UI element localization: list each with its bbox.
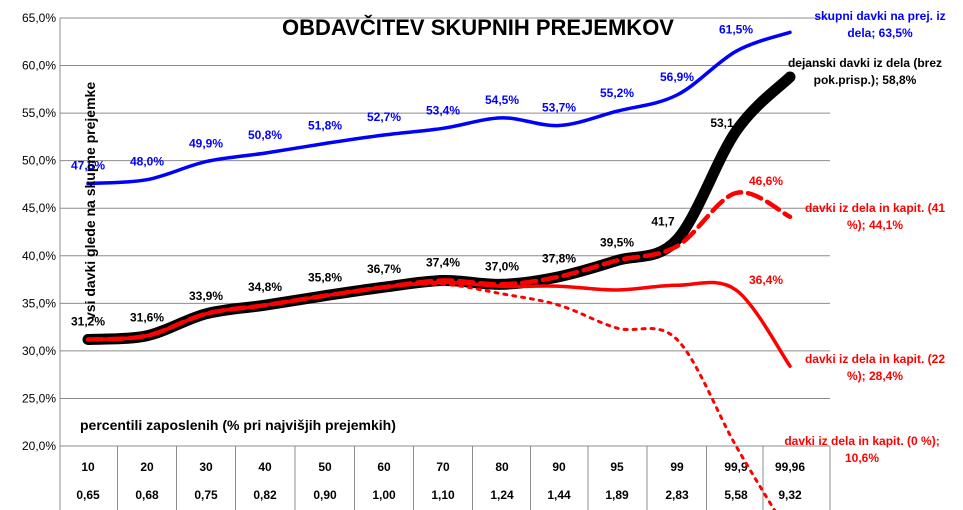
data-label: 46,6% [749,174,783,188]
annotation-line: davki iz dela in kapit. (0 %); [784,434,939,448]
x-tick-label: 40 [258,460,272,474]
annotation-line: dejanski davki iz dela (brez [788,56,942,70]
annotation-line: pok.prisp.); 58,8% [814,73,917,87]
data-label: 33,9% [189,289,223,303]
annotation-line: davki iz dela in kapit. (41 [805,201,945,215]
data-label: 37,4% [426,256,460,270]
x-tick-label: 20 [140,460,154,474]
x-tick-sublabel: 1,10 [431,488,455,502]
series-annotation: davki iz dela in kapit. (41 %); 44,1% [805,201,945,232]
data-labels: 47,6% 48,0% 49,9% 50,8% 51,8% 52,7% 53,4% 54,5%… [71,22,783,328]
data-label: 34,8% [248,280,282,294]
data-label: 41,7 [651,215,675,229]
chart-title: OBDAVČITEV SKUPNIH PREJEMKOV [282,15,674,40]
series-line-2 [85,190,793,342]
y-tick-label: 25,0% [22,391,56,405]
y-tick-label: 50,0% [22,154,56,168]
series-annotations: skupni davki na prej. iz dela; 63,5% dejan… [784,9,945,465]
data-label: 56,9% [660,70,694,84]
data-label: 48,0% [130,155,164,169]
x-tick-sublabel: 1,89 [605,488,629,502]
annotation-line: davki iz dela in kapit. (22 [805,352,945,366]
data-label: 31,6% [130,311,164,325]
x-tick-label: 60 [377,460,391,474]
series-lines [82,30,796,510]
x-tick-label: 10 [81,460,95,474]
annotation-line: 10,6% [845,451,879,465]
x-tick-label: 50 [318,460,332,474]
series-annotation: skupni davki na prej. iz dela; 63,5% [814,9,945,40]
y-tick-label: 35,0% [22,296,56,310]
data-label: 35,8% [308,271,342,285]
x-axis-categories: 10 20 30 40 50 60 70 80 90 95 99 99,9 99,96 0,65 0,68 0… [59,446,831,510]
x-tick-sublabel: 0,68 [135,488,159,502]
x-tick-sublabel: 0,90 [313,488,337,502]
data-label: 31,2% [71,314,105,328]
data-label: 39,5% [600,236,634,250]
data-label: 61,5% [719,22,753,36]
annotation-line: dela; 63,5% [847,26,913,40]
x-tick-sublabel: 9,32 [778,488,802,502]
x-tick-sublabel: 0,75 [194,488,218,502]
series-annotation: davki iz dela in kapit. (22 %); 28,4% [805,352,945,383]
data-label: 37,8% [542,252,576,266]
x-tick-label: 30 [199,460,213,474]
x-tick-sublabel: 2,83 [665,488,689,502]
x-tick-sublabel: 1,24 [490,488,514,502]
x-axis-label: percentili zaposlenih (% pri najvišjih p… [80,417,396,433]
x-tick-sublabel: 0,65 [76,488,100,502]
y-tick-label: 20,0% [22,439,56,453]
annotation-line: %); 28,4% [847,369,903,383]
x-tick-label: 99,96 [775,460,805,474]
data-label: 55,2% [600,86,634,100]
y-axis-ticks: 20,0% 25,0% 30,0% 35,0% 40,0% 45,0% 50,0% 55,0%… [22,11,56,453]
x-tick-label: 99,9 [724,460,748,474]
data-label: 47,6% [71,158,105,172]
data-label: 50,8% [248,128,282,142]
data-label: 53,7% [542,100,576,114]
y-tick-label: 65,0% [22,11,56,25]
data-label: 51,8% [308,119,342,133]
x-tick-label: 99 [670,460,684,474]
y-tick-label: 45,0% [22,201,56,215]
data-label: 53,4% [426,103,460,117]
x-tick-label: 70 [436,460,450,474]
annotation-line: skupni davki na prej. iz [814,9,945,23]
y-tick-label: 55,0% [22,106,56,120]
gridlines [59,17,830,447]
x-tick-sublabel: 1,44 [547,488,571,502]
x-tick-label: 95 [610,460,624,474]
series-annotation: dejanski davki iz dela (brez pok.prisp.);… [788,56,942,87]
series-line-0 [86,30,792,186]
x-tick-label: 90 [552,460,566,474]
x-tick-sublabel: 1,00 [372,488,396,502]
y-tick-label: 30,0% [22,344,56,358]
x-tick-sublabel: 5,58 [724,488,748,502]
series-line-4 [86,282,777,510]
series-annotation: davki iz dela in kapit. (0 %); 10,6% [784,434,939,465]
data-label: 54,5% [485,93,519,107]
x-tick-sublabel: 0,82 [253,488,277,502]
data-label: 36,4% [749,273,783,287]
data-label: 37,0% [485,259,519,273]
y-tick-label: 60,0% [22,59,56,73]
annotation-line: %); 44,1% [847,218,903,232]
y-axis-label: vsi davki glede na skupne prejemke [82,82,98,320]
data-label: 49,9% [189,137,223,151]
x-tick-label: 80 [495,460,509,474]
data-label: 52,7% [367,110,401,124]
data-label: 36,7% [367,262,401,276]
y-tick-label: 40,0% [22,249,56,263]
data-label: 53,1 [710,116,734,130]
